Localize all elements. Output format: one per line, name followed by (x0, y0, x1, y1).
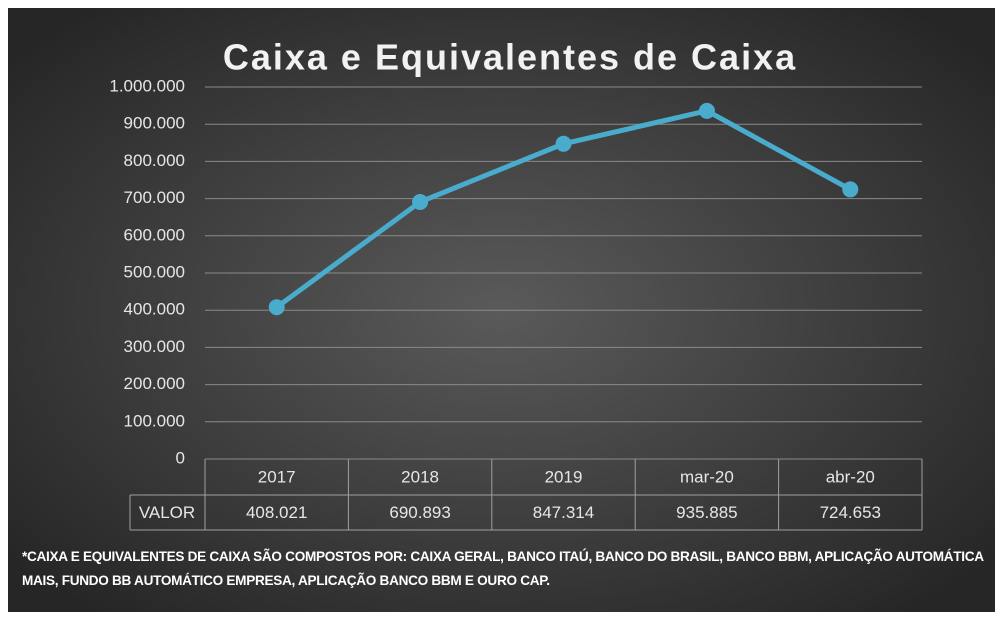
value-label: 724.653 (820, 503, 881, 522)
y-tick-label: 800.000 (124, 151, 185, 170)
marker (698, 102, 715, 119)
value-label: 847.314 (533, 503, 594, 522)
footnote: *CAIXA E EQUIVALENTES DE CAIXA SÃO COMPO… (22, 549, 984, 588)
x-tick-label: abr-20 (826, 467, 875, 486)
x-tick-label: mar-20 (680, 467, 734, 486)
y-tick-label: 600.000 (124, 225, 185, 244)
value-label: 408.021 (246, 503, 307, 522)
y-tick-label: 700.000 (124, 188, 185, 207)
y-tick-label: 400.000 (124, 300, 185, 319)
value-label: 935.885 (676, 503, 737, 522)
value-label: 690.893 (389, 503, 450, 522)
y-tick-label: 300.000 (124, 337, 185, 356)
chart-title: Caixa e Equivalentes de Caixa (223, 37, 797, 78)
y-tick-label: 1.000.000 (109, 76, 185, 95)
marker (412, 193, 429, 210)
marker (555, 135, 572, 152)
x-tick-label: 2018 (401, 467, 439, 486)
y-tick-label: 200.000 (124, 374, 185, 393)
y-tick-label: 0 (176, 448, 185, 467)
y-tick-label: 900.000 (124, 114, 185, 133)
table-row-label: VALOR (139, 503, 195, 522)
x-tick-label: 2017 (258, 467, 296, 486)
x-tick-label: 2019 (545, 467, 583, 486)
marker (268, 299, 285, 316)
y-tick-label: 500.000 (124, 262, 185, 281)
marker (842, 181, 859, 198)
y-tick-label: 100.000 (124, 411, 185, 430)
